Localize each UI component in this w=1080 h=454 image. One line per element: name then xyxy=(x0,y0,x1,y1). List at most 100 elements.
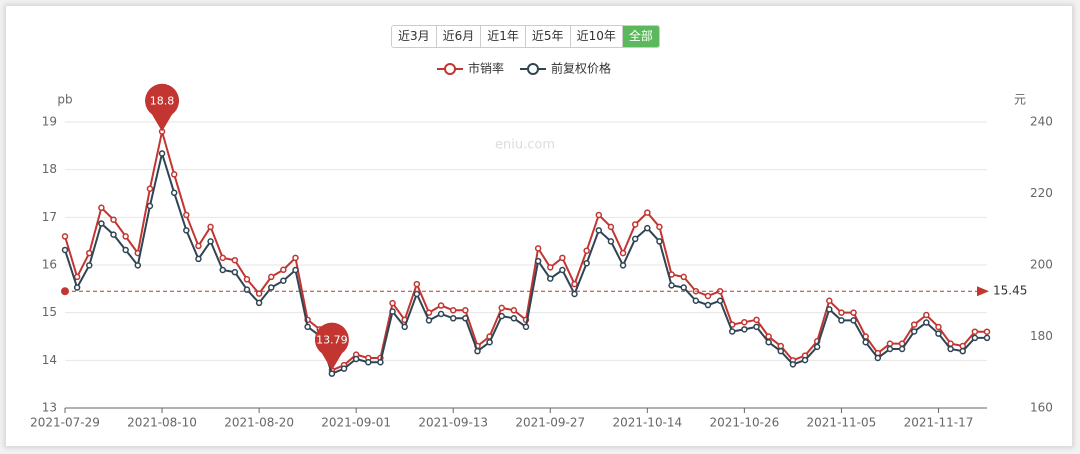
data-point xyxy=(110,216,117,223)
data-point xyxy=(61,233,69,240)
data-point xyxy=(255,290,263,297)
y-tick-label: 15 xyxy=(42,305,57,319)
data-point xyxy=(631,235,639,243)
data-point xyxy=(98,204,105,212)
data-point xyxy=(122,246,129,254)
y-tick-label: 16 xyxy=(42,258,57,272)
data-point xyxy=(571,280,578,288)
data-point xyxy=(935,323,942,331)
x-tick-label: 2021-08-20 xyxy=(224,416,294,430)
data-point xyxy=(716,297,724,304)
range-button[interactable]: 近5年 xyxy=(525,26,571,47)
x-tick-label: 2021-08-10 xyxy=(127,416,197,430)
data-point xyxy=(910,321,918,328)
data-point xyxy=(195,255,202,263)
y-tick-label: 14 xyxy=(42,353,57,367)
average-start xyxy=(61,287,69,296)
data-point xyxy=(122,233,129,240)
data-point xyxy=(110,231,117,238)
data-point xyxy=(583,259,590,267)
data-point xyxy=(753,316,760,324)
data-point xyxy=(304,323,311,331)
data-point xyxy=(462,307,469,314)
pin-label: 18.8 xyxy=(150,95,175,108)
data-point xyxy=(522,323,530,331)
range-button[interactable]: 近10年 xyxy=(570,26,623,47)
data-point xyxy=(886,340,894,347)
data-point xyxy=(413,290,421,298)
data-point xyxy=(534,245,542,252)
chart-card: 近3月 近6月 近1年 近5年 近10年 全部 xyxy=(6,6,1072,446)
data-point xyxy=(656,223,663,231)
data-point xyxy=(219,254,226,262)
data-point xyxy=(886,345,894,353)
range-button[interactable]: 全部 xyxy=(622,26,659,47)
data-point xyxy=(73,273,81,281)
data-point xyxy=(765,338,772,346)
data-point xyxy=(292,254,299,262)
data-point xyxy=(631,221,639,228)
data-point xyxy=(826,306,833,313)
x-tick-label: 2021-11-17 xyxy=(904,416,974,430)
x-tick-label: 2021-07-29 xyxy=(30,416,100,430)
data-point xyxy=(656,238,663,245)
series-line xyxy=(64,149,987,376)
data-point xyxy=(86,262,93,269)
range-button[interactable]: 近6月 xyxy=(436,26,482,47)
range-button[interactable]: 近3月 xyxy=(392,26,437,47)
data-point xyxy=(158,150,166,157)
data-point xyxy=(498,304,505,312)
data-point xyxy=(850,317,857,324)
data-point xyxy=(704,301,712,309)
range-button[interactable]: 近1年 xyxy=(481,26,526,47)
data-point xyxy=(146,185,154,192)
data-point xyxy=(801,356,809,364)
data-point xyxy=(838,309,845,316)
y-tick-label: 17 xyxy=(42,210,57,224)
data-point xyxy=(753,323,760,331)
data-point xyxy=(73,284,81,291)
data-point xyxy=(910,328,918,335)
data-point xyxy=(449,307,457,314)
legend-marker xyxy=(444,63,456,75)
data-point xyxy=(874,354,882,362)
data-point xyxy=(243,276,251,283)
data-point xyxy=(704,292,712,300)
legend-label: 前复权价格 xyxy=(551,61,611,76)
legend-marker xyxy=(527,63,539,75)
data-point xyxy=(765,333,772,340)
data-point xyxy=(644,209,651,216)
data-point xyxy=(280,266,287,274)
data-point xyxy=(534,257,542,265)
data-point xyxy=(595,227,603,234)
y-tick-label: 13 xyxy=(42,401,57,415)
y-tick-label: 18 xyxy=(42,162,57,176)
data-point xyxy=(777,347,785,355)
pin-label: 13.79 xyxy=(316,333,348,346)
data-point xyxy=(401,323,408,331)
data-point xyxy=(680,273,687,281)
data-point xyxy=(280,277,287,284)
data-point xyxy=(474,347,481,355)
data-point xyxy=(498,312,505,320)
range-buttons: 近3月 近6月 近1年 近5年 近10年 全部 xyxy=(391,25,660,48)
x-tick-label: 2021-09-13 xyxy=(418,416,488,430)
data-point xyxy=(170,189,178,197)
data-point xyxy=(923,319,930,326)
data-point xyxy=(267,273,275,281)
data-point xyxy=(195,242,202,250)
data-point xyxy=(983,334,991,342)
data-point xyxy=(850,309,857,316)
data-point xyxy=(692,297,700,304)
data-point xyxy=(680,284,687,291)
y2-tick-label: 220 xyxy=(1030,186,1053,200)
data-point xyxy=(741,318,748,326)
data-point xyxy=(583,247,590,254)
data-point xyxy=(207,238,214,245)
x-tick-label: 2021-11-05 xyxy=(807,416,877,430)
average-arrow xyxy=(977,286,989,297)
data-point xyxy=(826,297,833,304)
x-tick-label: 2021-09-01 xyxy=(321,416,391,430)
data-point xyxy=(838,317,845,324)
data-point xyxy=(547,275,554,282)
